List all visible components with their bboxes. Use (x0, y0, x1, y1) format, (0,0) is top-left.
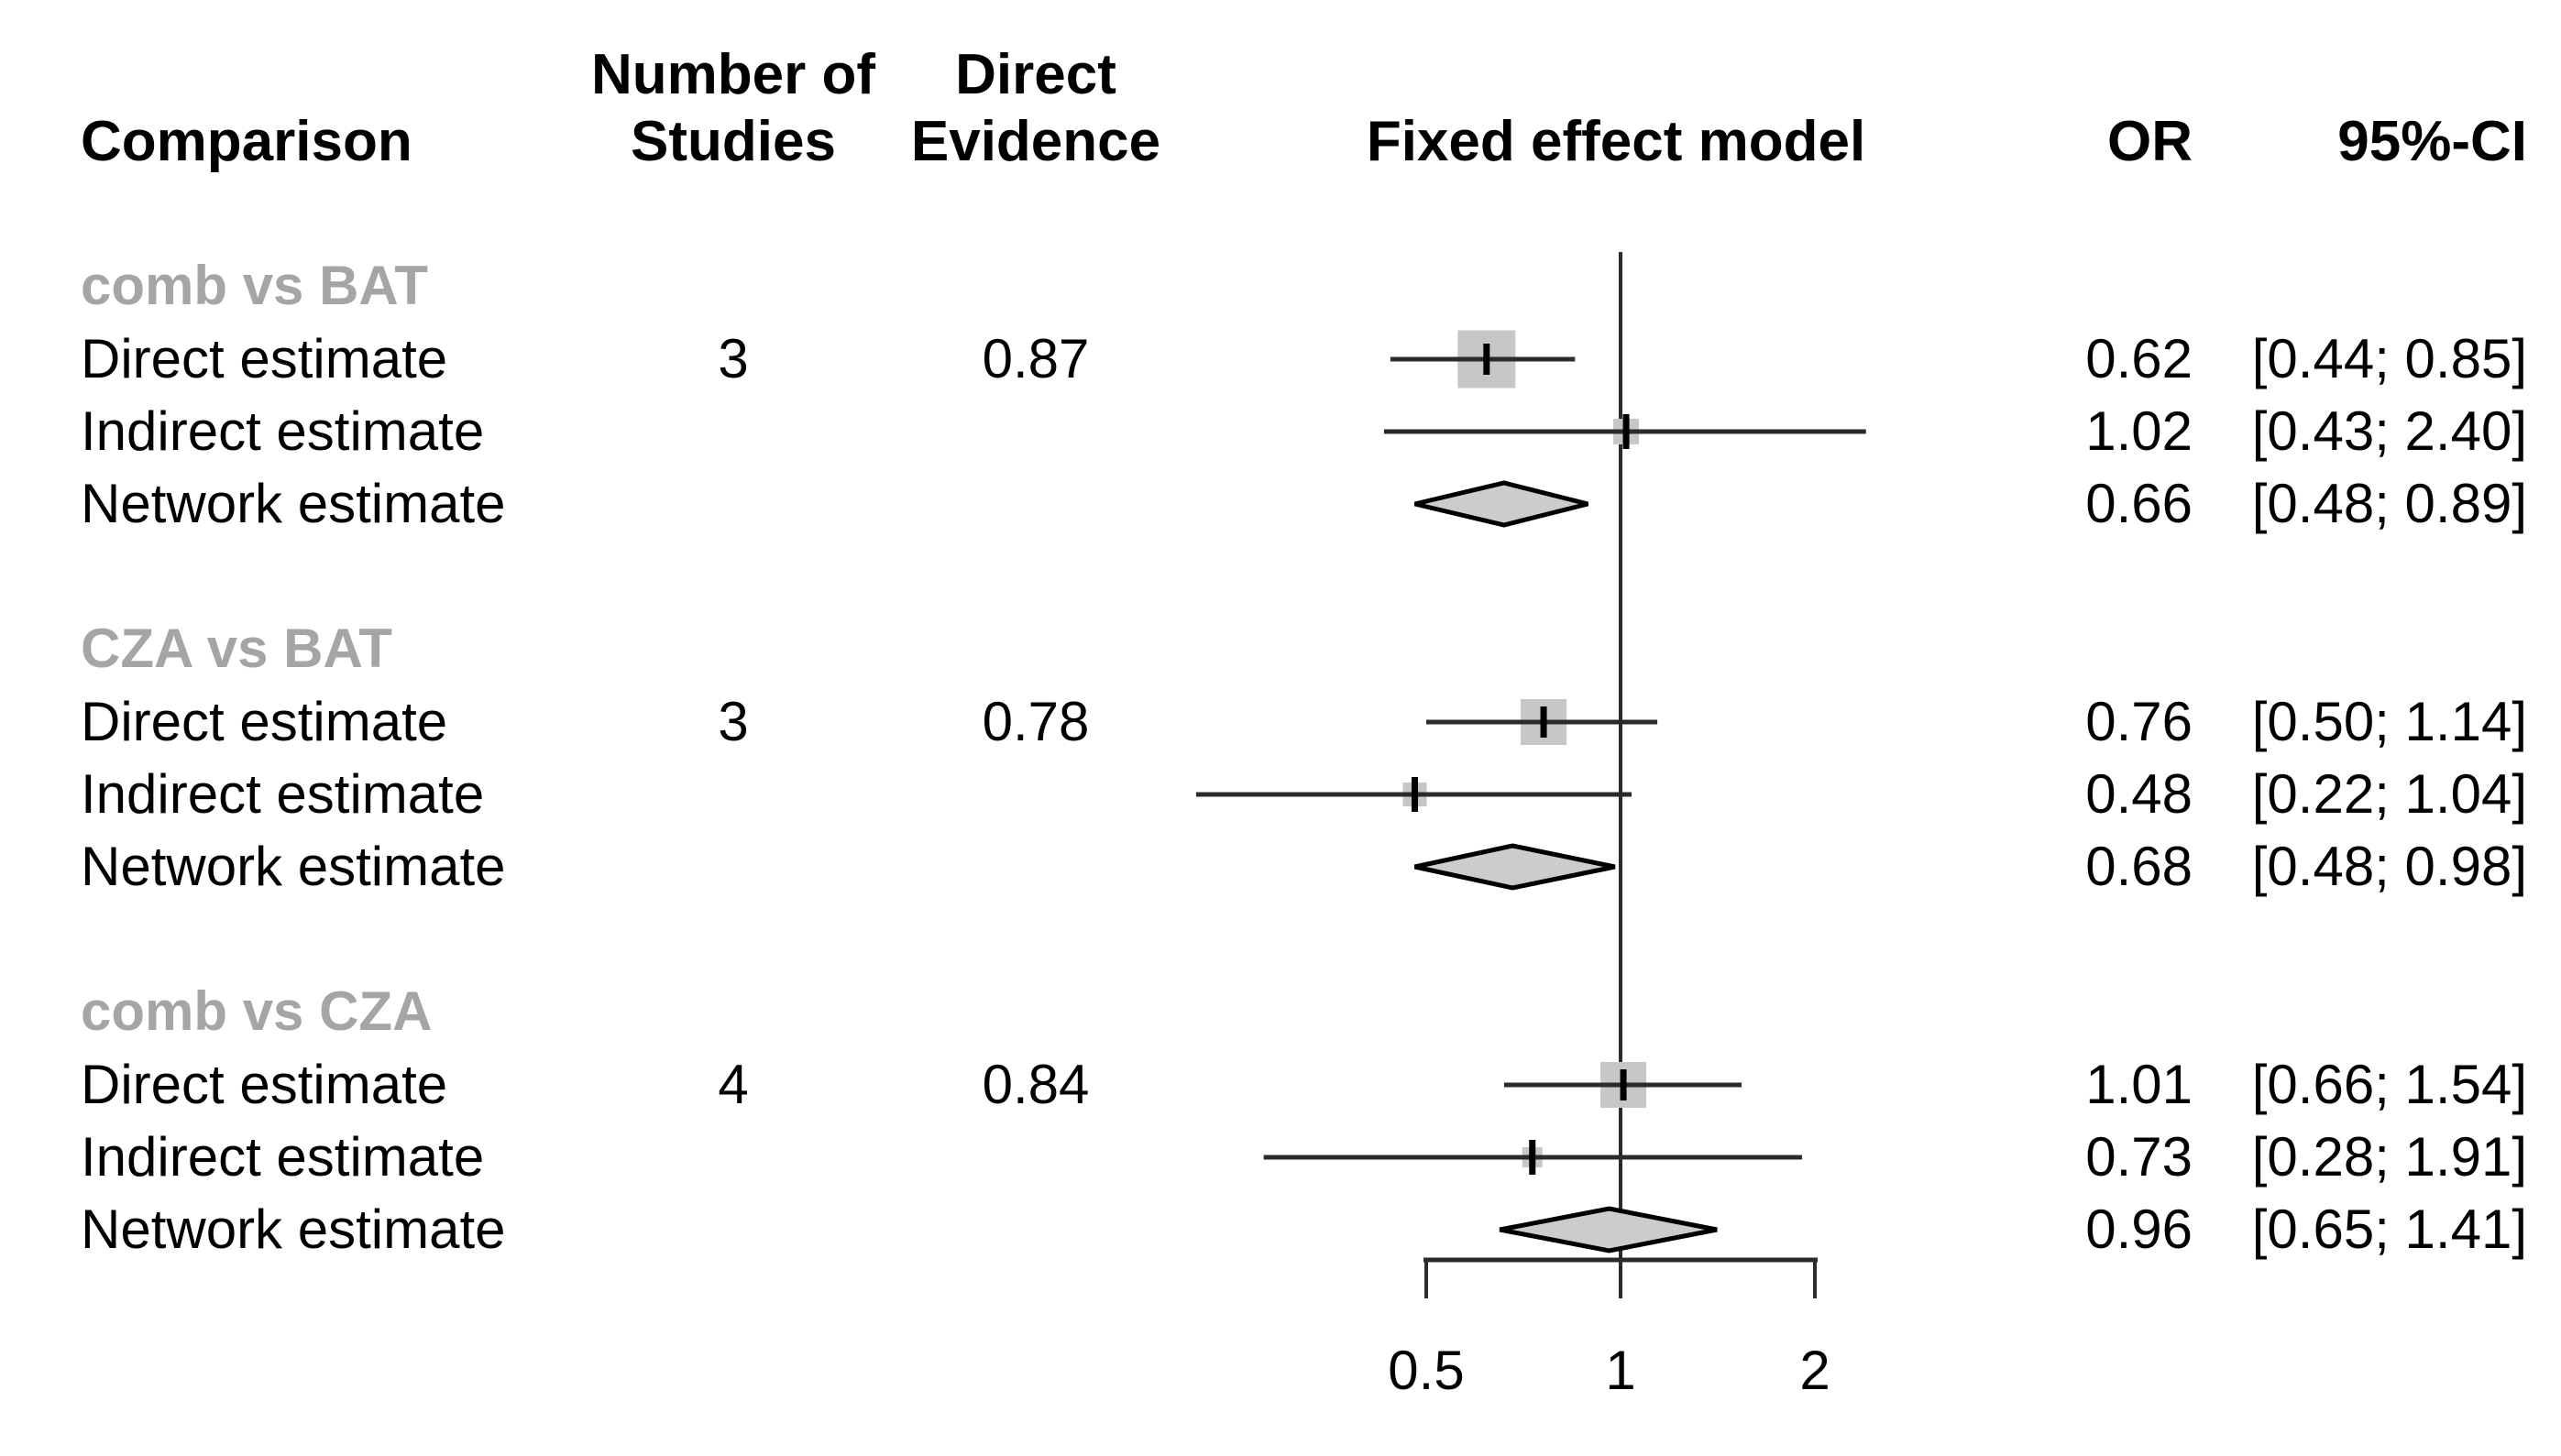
row-label: Network estimate (81, 473, 506, 534)
ci-value: [0.65; 1.41] (2251, 1199, 2527, 1260)
point-estimate-tick (1483, 344, 1490, 375)
ci-value: [0.66; 1.54] (2251, 1054, 2527, 1115)
group-label: comb vs CZA (81, 980, 433, 1042)
x-axis-tick-label: 0.5 (1388, 1340, 1464, 1401)
x-axis-tick-label: 2 (1799, 1340, 1830, 1401)
or-value: 0.76 (2085, 691, 2193, 752)
ci-value: [0.44; 0.85] (2251, 328, 2527, 389)
or-value: 1.01 (2085, 1054, 2193, 1115)
row-label: Indirect estimate (81, 763, 485, 825)
ci-value: [0.48; 0.98] (2251, 836, 2527, 897)
row-label: Network estimate (81, 1199, 506, 1260)
point-estimate-tick (1622, 414, 1630, 449)
n-studies-value: 3 (718, 691, 749, 752)
col-header-ci: 95%-CI (2337, 110, 2527, 173)
col-header-studies-line1: Number of (591, 43, 875, 106)
ci-value: [0.22; 1.04] (2251, 763, 2527, 825)
or-value: 0.68 (2085, 836, 2193, 897)
col-header-evidence-line1: Direct (955, 43, 1116, 106)
network-estimate-diamond (1413, 843, 1616, 891)
row-label: Indirect estimate (81, 400, 485, 462)
group-label: CZA vs BAT (81, 618, 393, 679)
row-label: Direct estimate (81, 328, 448, 389)
n-studies-value: 4 (718, 1054, 749, 1115)
ci-value: [0.43; 2.40] (2251, 400, 2527, 462)
direct-evidence-value: 0.87 (982, 328, 1090, 389)
point-estimate-tick (1620, 1069, 1627, 1100)
row-label: Indirect estimate (81, 1126, 485, 1188)
row-label: Network estimate (81, 836, 506, 897)
network-estimate-diamond (1499, 1206, 1718, 1253)
col-header-comparison: Comparison (81, 110, 412, 173)
or-value: 0.73 (2085, 1126, 2193, 1188)
point-estimate-tick (1540, 706, 1547, 738)
or-value: 0.96 (2085, 1199, 2193, 1260)
or-value: 0.62 (2085, 328, 2193, 389)
point-estimate-tick (1529, 1140, 1536, 1175)
row-label: Direct estimate (81, 1054, 448, 1115)
network-estimate-diamond (1413, 480, 1588, 528)
or-value: 1.02 (2085, 400, 2193, 462)
col-header-model: Fixed effect model (1366, 110, 1866, 173)
ci-value: [0.50; 1.14] (2251, 691, 2527, 752)
col-header-or: OR (2107, 110, 2193, 173)
group-label: comb vs BAT (81, 255, 428, 316)
row-label: Direct estimate (81, 691, 448, 752)
direct-evidence-value: 0.78 (982, 691, 1090, 752)
or-value: 0.66 (2085, 473, 2193, 534)
direct-evidence-value: 0.84 (982, 1054, 1090, 1115)
or-value: 0.48 (2085, 763, 2193, 825)
ci-value: [0.48; 0.89] (2251, 473, 2527, 534)
ci-value: [0.28; 1.91] (2251, 1126, 2527, 1188)
x-axis-tick-label: 1 (1605, 1340, 1635, 1401)
col-header-evidence-line2: Evidence (910, 110, 1161, 173)
point-estimate-tick (1412, 777, 1419, 812)
n-studies-value: 3 (718, 328, 749, 389)
col-header-studies-line2: Studies (631, 110, 836, 173)
